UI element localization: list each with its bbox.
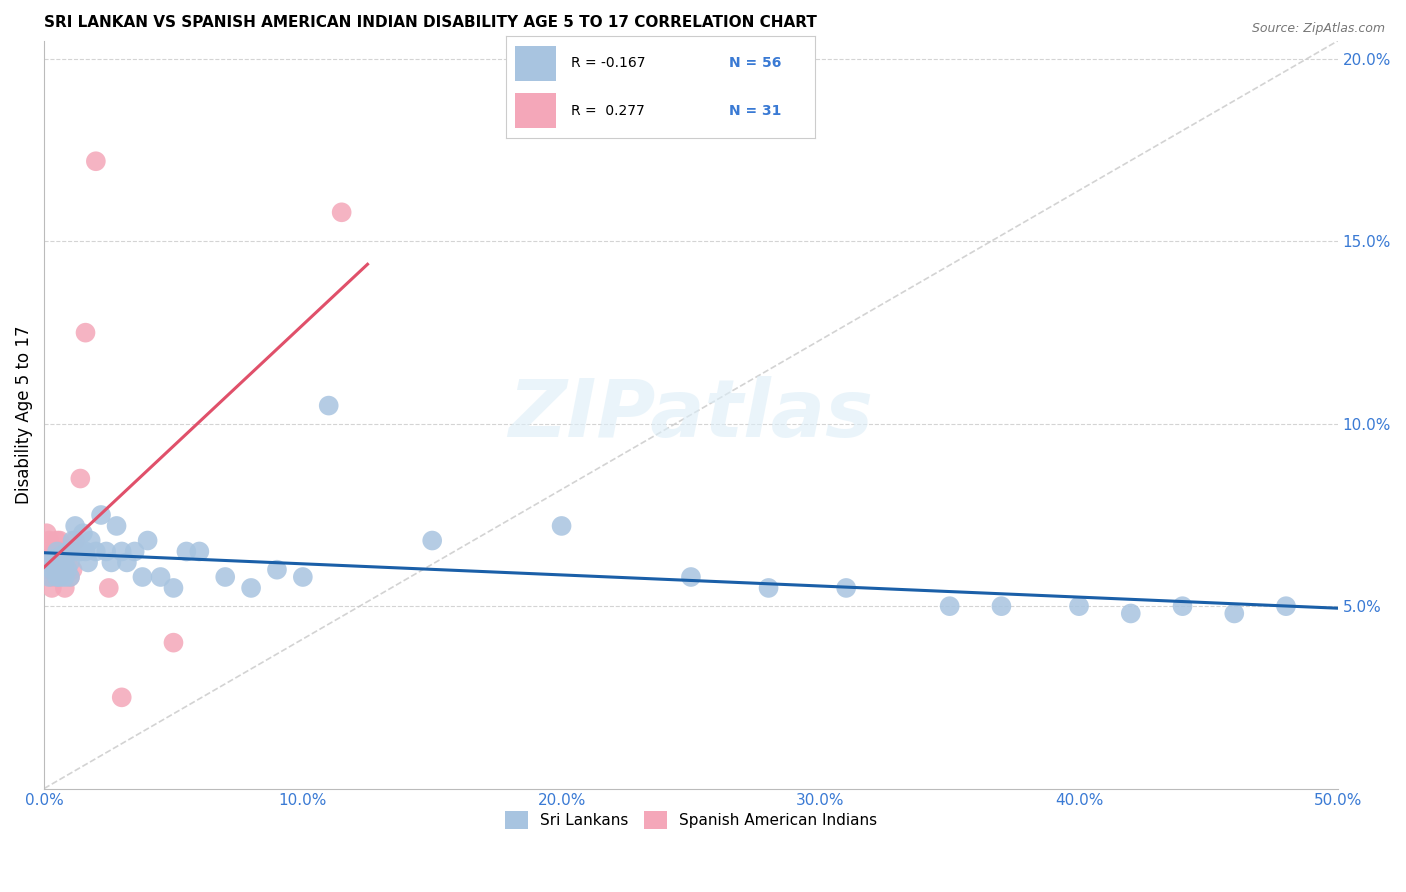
Point [44, 563, 66, 577]
Point [46, 556, 69, 570]
Point [48, 556, 70, 570]
Text: SRI LANKAN VS SPANISH AMERICAN INDIAN DISABILITY AGE 5 TO 17 CORRELATION CHART: SRI LANKAN VS SPANISH AMERICAN INDIAN DI… [44, 15, 817, 30]
Point [59, 556, 82, 570]
Point [56, 563, 79, 577]
Point [1171, 599, 1194, 614]
Point [162, 635, 184, 649]
Point [63, 519, 86, 533]
Point [35, 556, 58, 570]
Point [149, 570, 172, 584]
Point [131, 570, 153, 584]
Point [176, 544, 198, 558]
Point [51, 544, 73, 558]
Point [90, 508, 112, 522]
Y-axis label: Disability Age 5 to 17: Disability Age 5 to 17 [15, 326, 32, 504]
Text: R = -0.167: R = -0.167 [571, 56, 645, 70]
Point [46, 570, 69, 584]
Point [188, 544, 211, 558]
Point [111, 690, 134, 705]
Point [38, 563, 60, 577]
Point [44, 544, 66, 558]
Point [240, 581, 263, 595]
Point [100, 556, 122, 570]
Point [59, 570, 82, 584]
Point [266, 563, 288, 577]
Point [330, 205, 353, 219]
Point [38, 533, 60, 548]
Point [62, 533, 84, 548]
Text: N = 56: N = 56 [728, 56, 782, 70]
Point [679, 570, 702, 584]
Point [97, 581, 120, 595]
Point [77, 556, 100, 570]
Point [38, 570, 60, 584]
Text: R =  0.277: R = 0.277 [571, 103, 645, 118]
Point [1223, 607, 1246, 621]
Point [1119, 607, 1142, 621]
Point [96, 544, 118, 558]
Point [835, 581, 858, 595]
Point [41, 570, 63, 584]
Point [214, 570, 236, 584]
Point [59, 570, 82, 584]
Point [48, 570, 70, 584]
Point [51, 563, 73, 577]
Point [990, 599, 1012, 614]
Point [66, 544, 89, 558]
Point [46, 563, 69, 577]
Point [318, 399, 340, 413]
Point [48, 556, 70, 570]
Point [53, 570, 76, 584]
Point [48, 570, 70, 584]
Point [46, 544, 69, 558]
Point [48, 533, 70, 548]
Point [938, 599, 960, 614]
Point [63, 533, 86, 548]
Point [758, 581, 780, 595]
Point [124, 544, 146, 558]
Point [84, 544, 107, 558]
Point [35, 544, 58, 558]
Point [79, 533, 101, 548]
Point [105, 519, 128, 533]
Point [1067, 599, 1090, 614]
Point [56, 544, 79, 558]
Point [44, 551, 66, 566]
Point [72, 526, 94, 541]
Bar [516, 93, 555, 128]
Text: N = 31: N = 31 [728, 103, 782, 118]
Point [69, 544, 91, 558]
Point [41, 563, 63, 577]
Point [84, 154, 107, 169]
Point [162, 581, 184, 595]
Point [62, 563, 84, 577]
Legend: Sri Lankans, Spanish American Indians: Sri Lankans, Spanish American Indians [498, 803, 884, 837]
Point [1275, 599, 1298, 614]
Point [291, 570, 314, 584]
Point [46, 570, 69, 584]
Point [51, 548, 73, 562]
Point [41, 556, 63, 570]
Point [420, 533, 443, 548]
Point [115, 556, 138, 570]
Text: Source: ZipAtlas.com: Source: ZipAtlas.com [1251, 22, 1385, 36]
Point [51, 563, 73, 577]
Point [550, 519, 572, 533]
Point [111, 544, 134, 558]
Point [59, 544, 82, 558]
Point [41, 581, 63, 595]
Text: ZIPatlas: ZIPatlas [509, 376, 873, 454]
Point [53, 556, 76, 570]
Point [46, 533, 69, 548]
Point [53, 556, 76, 570]
Bar [516, 45, 555, 81]
Point [53, 581, 76, 595]
Point [56, 563, 79, 577]
Point [75, 326, 97, 340]
Point [75, 544, 97, 558]
Point [69, 471, 91, 485]
Point [136, 533, 159, 548]
Point [35, 526, 58, 541]
